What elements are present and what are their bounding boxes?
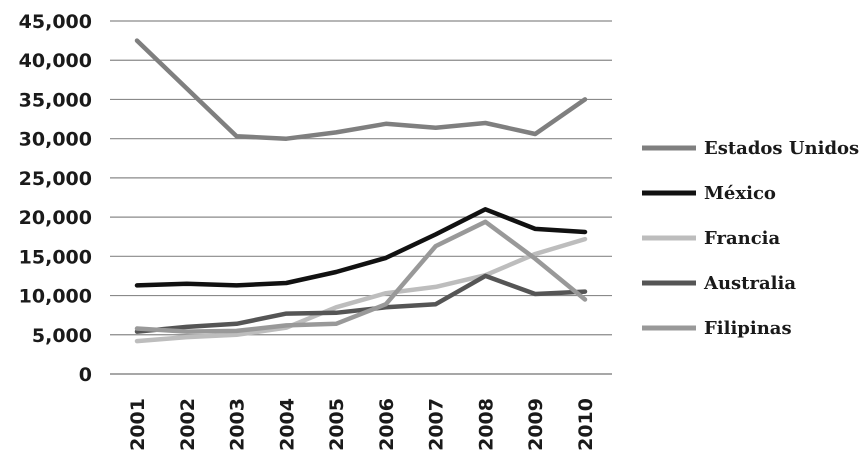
y-tick-label: 45,000: [19, 11, 92, 33]
legend-item: México: [642, 183, 776, 204]
x-tick-label: 2006: [376, 398, 398, 451]
x-tick-label: 2008: [475, 398, 497, 451]
series-line-m-xico: [134, 207, 588, 288]
legend-label: Estados Unidos: [704, 138, 859, 159]
x-tick-label: 2009: [525, 398, 547, 451]
y-tick-label: 5,000: [32, 325, 92, 347]
y-tick-label: 15,000: [19, 246, 92, 268]
series-line-francia: [134, 236, 588, 344]
legend-label: Francia: [704, 228, 780, 249]
y-tick-label: 0: [79, 364, 92, 386]
x-tick-label: 2001: [127, 398, 149, 451]
legend-label: Australia: [703, 273, 796, 294]
legend: Estados Unidos México Francia Australia Fili…: [642, 138, 859, 339]
x-tick-label: 2007: [426, 398, 448, 451]
y-tick-label: 25,000: [19, 168, 92, 190]
y-tick-label: 40,000: [19, 50, 92, 72]
legend-label: México: [704, 183, 776, 204]
series-layer: [134, 38, 588, 344]
y-tick-label: 20,000: [19, 207, 92, 229]
series-line-estados-unidos: [134, 38, 588, 141]
legend-label: Filipinas: [704, 318, 792, 339]
series-line-filipinas: [134, 219, 588, 334]
legend-item: Francia: [642, 228, 780, 249]
y-tick-label: 10,000: [19, 286, 92, 308]
legend-item: Australia: [642, 273, 796, 294]
legend-item: Filipinas: [642, 318, 792, 339]
series-line-australia: [134, 273, 588, 334]
x-tick-label: 2005: [326, 398, 348, 451]
legend-item: Estados Unidos: [642, 138, 859, 159]
y-tick-label: 30,000: [19, 129, 92, 151]
x-tick-label: 2010: [575, 398, 597, 451]
y-tick-label: 35,000: [19, 89, 92, 111]
y-axis: 0 5,000 10,000 15,000 20,000 25,000 30,000 35,0…: [19, 11, 92, 386]
x-axis: 2001 2002 2003 2004 2005 2006 2007 2008 2009 2010: [127, 398, 597, 451]
grid-layer: [110, 20, 612, 375]
x-tick-label: 2003: [227, 398, 249, 451]
x-tick-label: 2002: [177, 398, 199, 451]
x-tick-label: 2004: [276, 398, 298, 451]
